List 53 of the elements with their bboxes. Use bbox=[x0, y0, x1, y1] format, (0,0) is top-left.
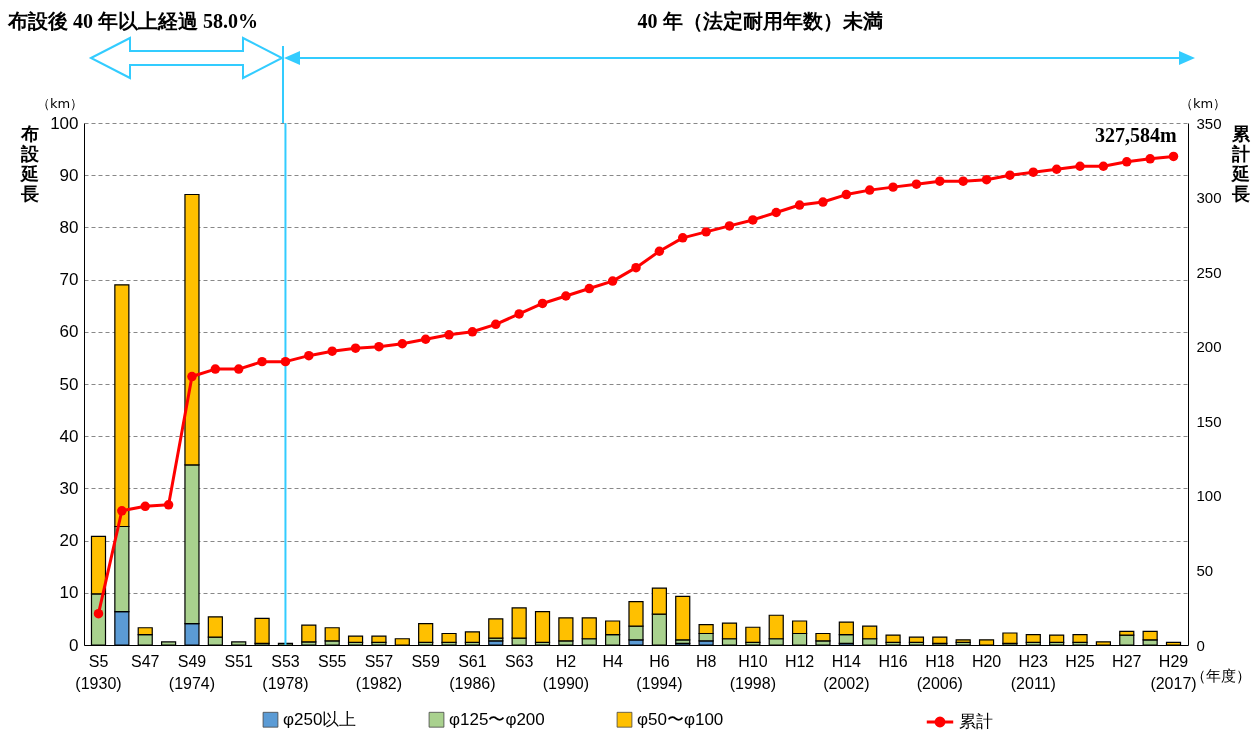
x-tick-label: S53 (1978) bbox=[262, 652, 309, 692]
x-tick-label: H18 (2006) bbox=[916, 652, 963, 692]
legend-label: φ250以上 bbox=[283, 709, 357, 729]
y2-tick-label: 200 bbox=[1196, 338, 1222, 356]
y-tick-label: 40 bbox=[59, 426, 79, 446]
y2-tick-label: 250 bbox=[1196, 263, 1222, 281]
x-tick-label: S63 bbox=[504, 652, 534, 670]
x-tick-label: S5 (1930) bbox=[75, 652, 122, 692]
y-tick-label: 0 bbox=[69, 635, 79, 655]
x-tick-label: S61 (1986) bbox=[449, 652, 496, 692]
x-tick-label: H23 (2011) bbox=[1010, 652, 1056, 692]
y-tick-label: 50 bbox=[59, 374, 79, 394]
y-tick-label: 20 bbox=[59, 531, 79, 551]
text: （km） bbox=[36, 95, 84, 113]
x-tick-label: H2 (1990) bbox=[542, 652, 590, 692]
y-tick-label: 100 bbox=[50, 113, 79, 133]
x-tick-label: H10 (1998) bbox=[729, 652, 776, 692]
x-tick-label: H25 bbox=[1065, 652, 1095, 670]
x-tick-label: S59 bbox=[411, 652, 441, 670]
text: （km） bbox=[1179, 95, 1227, 113]
legend-label: 累計 bbox=[959, 712, 993, 731]
y-tick-label: 30 bbox=[59, 478, 79, 498]
x-tick-label: S57 (1982) bbox=[355, 652, 403, 692]
y-tick-label: 80 bbox=[59, 217, 79, 237]
y-axis-title: 布設延長 bbox=[18, 123, 40, 204]
x-tick-label: H27 bbox=[1112, 652, 1142, 670]
text: 布設後 40 年以上経過 58.0% bbox=[8, 9, 258, 34]
y2-tick-label: 50 bbox=[1196, 561, 1214, 579]
x-tick-label: H6 (1994) bbox=[636, 652, 683, 692]
x-tick-label: S49 (1974) bbox=[168, 652, 216, 692]
y-tick-label: 90 bbox=[59, 165, 79, 185]
legend-label: φ50〜φ100 bbox=[637, 709, 724, 729]
x-tick-label: H16 bbox=[878, 652, 908, 670]
annotation: 327,584m bbox=[1095, 124, 1177, 147]
y2-tick-label: 300 bbox=[1196, 189, 1222, 207]
x-tick-label: H4 bbox=[602, 652, 623, 670]
y2-axis-title: 累計延長 bbox=[1229, 123, 1251, 204]
y2-tick-label: 0 bbox=[1196, 636, 1205, 654]
y-tick-label: 70 bbox=[59, 270, 79, 290]
y-tick-label: 60 bbox=[59, 322, 79, 342]
text: 40 年（法定耐用年数）未満 bbox=[637, 9, 883, 34]
x-tick-label: S47 bbox=[131, 652, 160, 670]
x-tick-label: H8 bbox=[695, 652, 717, 670]
y-tick-label: 10 bbox=[59, 583, 79, 603]
y2-tick-label: 100 bbox=[1196, 487, 1222, 505]
y2-tick-label: 350 bbox=[1196, 114, 1222, 132]
y2-tick-label: 150 bbox=[1196, 412, 1222, 430]
x-tick-label: H12 bbox=[784, 652, 815, 670]
x-tick-label: H14 (2002) bbox=[823, 652, 870, 692]
x-tick-label: S51 bbox=[224, 652, 254, 670]
x-tick-label: S55 bbox=[317, 652, 347, 670]
legend-label: φ125〜φ200 bbox=[449, 709, 545, 729]
x-tick-label: H20 bbox=[971, 652, 1002, 670]
